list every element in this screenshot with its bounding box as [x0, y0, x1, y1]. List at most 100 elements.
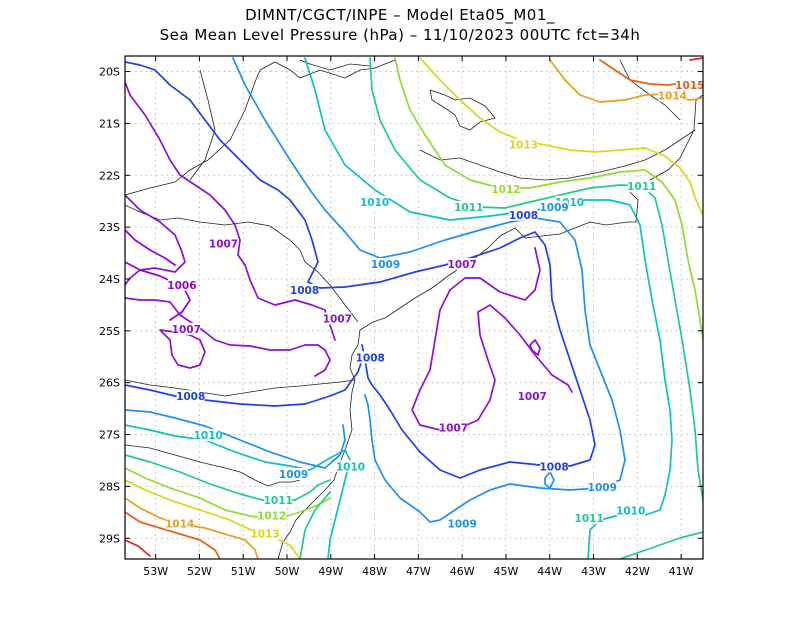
isobar-1012-sw — [125, 467, 331, 521]
isobar-label-1009: 1009 — [279, 469, 308, 481]
lon-label: 50W — [275, 565, 300, 578]
isobar-label-1008: 1008 — [509, 210, 538, 222]
isobar-label-bg — [167, 278, 196, 291]
state-border-sp-pr — [125, 204, 359, 323]
isobar-label-bg — [575, 512, 604, 525]
isobar-label-1012: 1012 — [491, 184, 520, 196]
isobar-label-1010: 1010 — [360, 197, 389, 209]
isobar-label-1009: 1009 — [371, 259, 400, 271]
state-border-mg-sp — [125, 59, 396, 196]
isobar-label-1011: 1011 — [575, 513, 604, 525]
isobar-1007-north — [125, 81, 336, 341]
lat-label: 25S — [99, 325, 120, 338]
lon-label: 42W — [625, 565, 650, 578]
isobar-label-1010: 1010 — [336, 461, 365, 473]
lat-label: 20S — [99, 66, 120, 79]
lon-label: 52W — [187, 565, 212, 578]
isobar-label-bg — [509, 208, 538, 221]
lake-furnas — [429, 89, 496, 131]
isobar-label-bg — [172, 322, 201, 335]
chart-title-line1: DIMNT/CGCT/INPE – Model Eta05_M01_ — [245, 6, 555, 24]
isobar-label-1015: 1015 — [675, 80, 704, 92]
isobar-label-bg — [165, 517, 194, 530]
isobar-label-1007: 1007 — [323, 313, 352, 325]
isobar-label-bg — [290, 283, 319, 296]
isobar-1015-sw — [125, 511, 221, 559]
isobar-label-bg — [454, 200, 483, 213]
isobar-label-1011: 1011 — [454, 202, 483, 214]
isobar-label-1007: 1007 — [172, 324, 201, 336]
isobar-label-1014: 1014 — [658, 90, 687, 102]
lat-label: 29S — [99, 532, 120, 545]
isobar-1016 — [689, 57, 703, 61]
isobar-label-1008: 1008 — [290, 285, 319, 297]
isobar-1010-west — [125, 424, 351, 559]
isobar-1008 — [125, 61, 596, 479]
axis-ticks — [125, 56, 703, 559]
lat-label: 27S — [99, 429, 120, 442]
isobar-label-bg — [627, 180, 656, 193]
isobar-label-1011: 1011 — [264, 495, 293, 507]
state-border-sc-rs — [125, 444, 301, 487]
isobar-label-bg — [176, 390, 205, 403]
lon-label: 47W — [406, 565, 431, 578]
isobar-1011-south — [619, 531, 703, 559]
isobar-label-bg — [360, 195, 389, 208]
lon-label: 44W — [537, 565, 562, 578]
isobar-label-1010: 1010 — [616, 505, 645, 517]
isobar-label-bg — [371, 258, 400, 271]
isobar-label-1009: 1009 — [448, 518, 477, 530]
isobar-label-1013: 1013 — [509, 140, 538, 152]
state-border-mg-rj — [419, 129, 696, 181]
lon-label: 49W — [318, 565, 343, 578]
lon-label: 48W — [362, 565, 387, 578]
map-gridlines — [125, 56, 703, 559]
isobar-1013-sw — [125, 479, 301, 559]
isobar-1016-sw — [125, 539, 151, 557]
isobar-label-bg — [251, 527, 280, 540]
chart-title-line2: Sea Mean Level Pressure (hPa) – 11/10/20… — [159, 26, 641, 44]
brazil-coastline — [277, 94, 703, 559]
isobar-label-bg — [209, 237, 238, 250]
isobar-label-bg — [323, 312, 352, 325]
isobar-label-bg — [439, 421, 468, 434]
isobar-label-bg — [658, 89, 687, 102]
isobar-label-1010: 1010 — [194, 430, 223, 442]
lat-label: 22S — [99, 169, 120, 182]
isobar-label-bg — [588, 480, 617, 493]
isobar-1007-sw — [125, 297, 331, 377]
isobar-1014-sw — [125, 497, 259, 559]
isobar-label-bg — [257, 509, 286, 522]
isobar-1013 — [419, 57, 703, 216]
lon-label: 43W — [581, 565, 606, 578]
isobar-label-1011: 1011 — [627, 181, 656, 193]
isobar-labels: 1015101410131012101110101011101010091008… — [165, 79, 704, 541]
river-parana — [189, 69, 216, 181]
isobar-label-bg — [264, 493, 293, 506]
isobar-label-1008: 1008 — [356, 352, 385, 364]
isobar-label-1012: 1012 — [257, 511, 286, 523]
reservoir-upper — [299, 59, 371, 71]
axis-tick-labels: 20S 21S 22S 23S 24S 25S 26S 27S 28S 29S 53W 52W 51W 5… — [99, 66, 694, 578]
isobar-label-1009: 1009 — [588, 482, 617, 494]
isobar-1011-sw — [125, 454, 331, 503]
isobar-label-bg — [509, 138, 538, 151]
isobar-label-bg — [540, 200, 569, 213]
isobar-1011-coast — [299, 491, 331, 559]
lon-label: 51W — [231, 565, 256, 578]
lat-label: 26S — [99, 377, 120, 390]
isobar-label-bg — [675, 79, 703, 92]
isobar-label-1007: 1007 — [209, 238, 238, 250]
isobar-1007-east — [411, 247, 573, 431]
isobar-label-1007: 1007 — [448, 259, 477, 271]
isobar-1007-west — [125, 194, 186, 286]
isobar-1009-west — [125, 409, 346, 469]
isobar-label-1009: 1009 — [540, 202, 569, 214]
isobar-1007-small — [529, 339, 541, 356]
coastline-borders — [125, 59, 703, 559]
isobar-label-bg — [616, 504, 645, 517]
isobar-label-1007: 1007 — [518, 391, 547, 403]
state-border-pr-sc — [125, 379, 356, 397]
isobar-label-1006: 1006 — [167, 280, 196, 292]
